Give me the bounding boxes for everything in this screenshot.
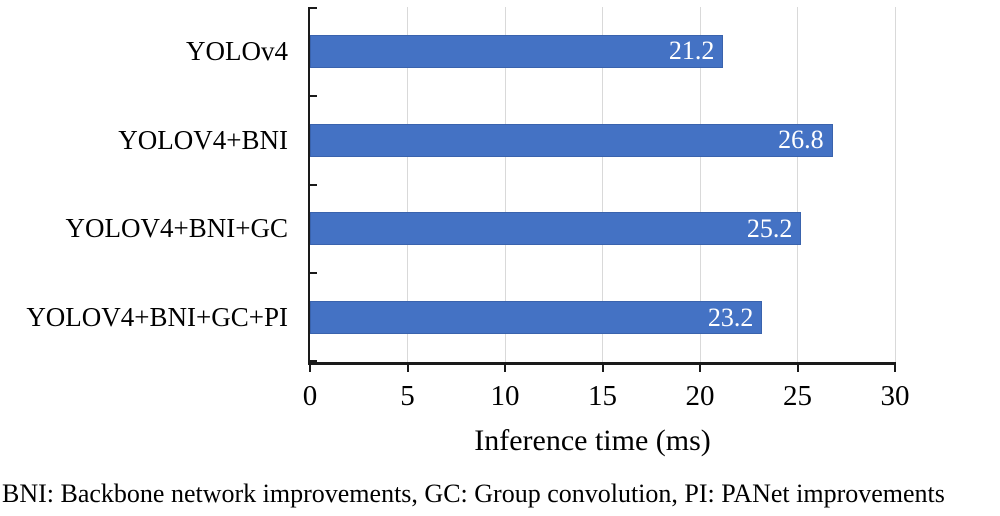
x-axis-tick-labels: 0 5 10 15 20 25 30 bbox=[303, 379, 910, 413]
y-tick-mark-1 bbox=[310, 95, 317, 97]
bar-value-label: 25.2 bbox=[746, 213, 793, 243]
bar-value-label: 21.2 bbox=[668, 36, 715, 66]
y-tick-mark-4 bbox=[310, 360, 317, 362]
gridline-x-15 bbox=[602, 7, 603, 362]
x-tick-label-30: 30 bbox=[880, 380, 910, 412]
plot-area: 21.2 26.8 25.2 23.2 bbox=[308, 7, 896, 372]
x-tick-mark-25 bbox=[796, 362, 799, 372]
x-tick-mark-10 bbox=[504, 362, 506, 372]
y-tick-mark-3 bbox=[310, 272, 317, 274]
gridline-x-25 bbox=[797, 7, 798, 362]
x-tick-mark-15 bbox=[601, 362, 604, 372]
x-tick-label-10: 10 bbox=[490, 380, 520, 412]
category-label-YOLOV4+BNI: YOLOV4+BNI bbox=[118, 124, 288, 155]
x-tick-mark-20 bbox=[699, 362, 701, 372]
category-label-YOLOV4+BNI+GC: YOLOV4+BNI+GC bbox=[65, 213, 288, 244]
gridline-x-5 bbox=[407, 7, 408, 362]
y-tick-mark-0 bbox=[310, 7, 317, 9]
bar-YOLOV4+BNI+GC: 25.2 bbox=[310, 212, 802, 246]
x-tick-label-5: 5 bbox=[400, 380, 415, 412]
bar-YOLOv4: 21.2 bbox=[310, 34, 724, 68]
x-axis-title: Inference time (ms) bbox=[474, 424, 711, 457]
figure-caption: BNI: Backbone network improvements, GC: … bbox=[2, 479, 945, 508]
gridline-x-30 bbox=[894, 7, 896, 362]
gridline-x-10 bbox=[504, 7, 506, 362]
x-tick-label-20: 20 bbox=[685, 380, 715, 412]
x-tick-label-0: 0 bbox=[302, 380, 318, 412]
gridline-x-20 bbox=[699, 7, 701, 362]
x-tick-label-15: 15 bbox=[588, 380, 617, 412]
bar-YOLOV4+BNI+GC+PI: 23.2 bbox=[310, 301, 763, 335]
x-tick-label-25: 25 bbox=[783, 380, 812, 412]
bar-value-label: 23.2 bbox=[707, 302, 754, 332]
y-tick-mark-2 bbox=[310, 184, 317, 186]
x-tick-mark-0 bbox=[309, 362, 311, 372]
bar-YOLOV4+BNI: 26.8 bbox=[310, 123, 833, 157]
y-axis-category-labels: YOLOv4 YOLOV4+BNI YOLOV4+BNI+GC YOLOV4+BNI+… bbox=[0, 7, 288, 362]
category-label-YOLOv4: YOLOv4 bbox=[186, 35, 288, 66]
category-label-YOLOV4+BNI+GC+PI: YOLOV4+BNI+GC+PI bbox=[26, 302, 288, 333]
x-tick-mark-30 bbox=[894, 362, 896, 372]
x-tick-mark-5 bbox=[406, 362, 409, 372]
bar-value-label: 26.8 bbox=[778, 125, 824, 155]
